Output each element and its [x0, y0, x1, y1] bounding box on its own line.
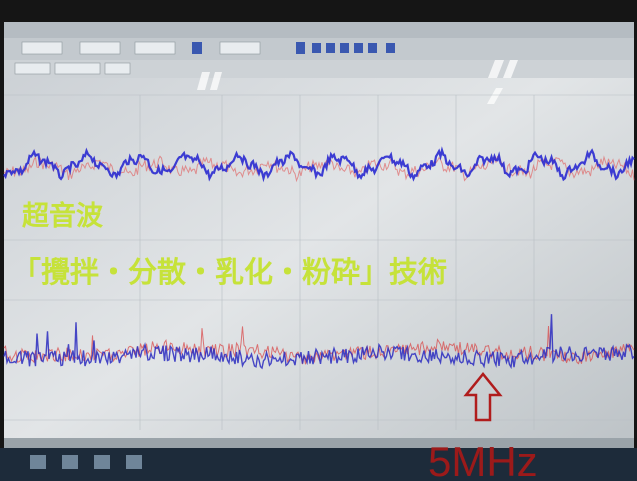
toolbar: [4, 60, 634, 78]
status-bar: [4, 438, 634, 448]
toolbar-fields: [14, 41, 261, 75]
plot-grid: [4, 94, 634, 430]
arrow: [463, 372, 503, 422]
frequency-label: 5MHz: [428, 438, 538, 481]
overlay-title: 超音波: [22, 200, 104, 232]
menu-bar: [4, 22, 634, 38]
taskbar-icons: [30, 455, 142, 469]
waveform: [3, 314, 635, 370]
overlay-subtitle: 「攪拌・分散・乳化・粉砕」技術: [12, 255, 447, 289]
waveform: [3, 146, 635, 183]
waveforms: [3, 146, 635, 370]
screen: [4, 22, 634, 452]
glare: [197, 60, 518, 104]
toolbar-icons: [192, 42, 395, 54]
